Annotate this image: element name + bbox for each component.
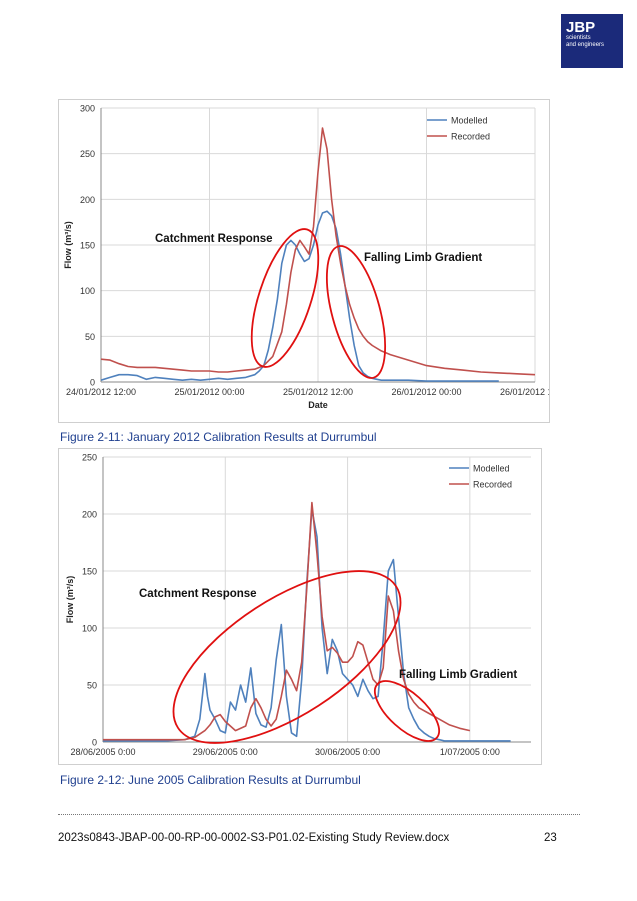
x-tick-label: 1/07/2005 0:00 bbox=[440, 747, 500, 757]
y-axis-title: Flow (m³/s) bbox=[65, 576, 75, 624]
y-tick-label: 150 bbox=[82, 567, 97, 577]
y-axis-title: Flow (m³/s) bbox=[63, 221, 73, 269]
y-tick-label: 200 bbox=[80, 195, 95, 205]
series-line-recorded bbox=[103, 501, 471, 741]
x-tick-label: 30/06/2005 0:00 bbox=[315, 747, 380, 757]
annotation-label-falling-limb: Falling Limb Gradient bbox=[399, 669, 517, 681]
chart-june-2005-svg: 0 50 100 150 200 250 28/06/2005 0:00 29/06/2005… bbox=[65, 453, 531, 757]
legend-label-recorded: Recorded bbox=[473, 480, 512, 490]
annotation-ellipse-catchment bbox=[172, 570, 402, 744]
y-tick-label: 250 bbox=[82, 453, 97, 463]
figure-caption-2-11: Figure 2-11: January 2012 Calibration Re… bbox=[60, 430, 377, 444]
annotation-label-catchment: Catchment Response bbox=[139, 588, 257, 600]
y-tick-label: 200 bbox=[82, 510, 97, 520]
chart-january-2012-svg: 0 50 100 150 200 250 300 24/01/2012 12:00 25/01/… bbox=[63, 104, 570, 411]
x-tick-label: 26/01/2012 00:00 bbox=[391, 387, 461, 397]
annotation-label-catchment: Catchment Response bbox=[155, 233, 273, 245]
logo-tagline-1: scientists bbox=[566, 35, 591, 41]
chart-june-2005: 0 50 100 150 200 250 28/06/2005 0:00 29/06/2005… bbox=[58, 448, 542, 765]
footer-divider bbox=[58, 814, 580, 815]
annotation-ellipse-catchment bbox=[250, 228, 320, 368]
figure-caption-2-12: Figure 2-12: June 2005 Calibration Resul… bbox=[60, 773, 361, 787]
x-tick-label: 25/01/2012 12:00 bbox=[283, 387, 353, 397]
legend-label-recorded: Recorded bbox=[451, 132, 490, 142]
x-tick-label: 29/06/2005 0:00 bbox=[193, 747, 258, 757]
series-line-recorded bbox=[100, 127, 536, 376]
series-line-modelled bbox=[100, 210, 499, 382]
x-tick-label: 26/01/2012 12:00 bbox=[500, 387, 549, 397]
y-tick-label: 0 bbox=[92, 738, 97, 748]
y-tick-label: 0 bbox=[90, 378, 95, 388]
y-tick-label: 50 bbox=[85, 332, 95, 342]
legend-label-modelled: Modelled bbox=[451, 116, 488, 126]
legend-label-modelled: Modelled bbox=[473, 464, 510, 474]
y-tick-label: 300 bbox=[80, 104, 95, 114]
annotation-ellipse-falling-limb bbox=[325, 245, 387, 379]
footer-page-number: 23 bbox=[544, 832, 557, 844]
y-tick-label: 50 bbox=[87, 681, 97, 691]
x-tick-label: 24/01/2012 12:00 bbox=[66, 387, 136, 397]
logo-tagline-2: and engineers bbox=[566, 42, 605, 48]
x-tick-label: 25/01/2012 00:00 bbox=[174, 387, 244, 397]
chart-january-2012: 0 50 100 150 200 250 300 24/01/2012 12:00 25/01/… bbox=[58, 99, 570, 423]
x-axis-title: Date bbox=[308, 400, 328, 410]
annotation-label-falling-limb: Falling Limb Gradient bbox=[364, 252, 482, 264]
y-tick-label: 100 bbox=[80, 286, 95, 296]
y-tick-label: 150 bbox=[80, 241, 95, 251]
footer-document-name: 2023s0843-JBAP-00-00-RP-00-0002-S3-P01.0… bbox=[58, 832, 450, 844]
jbp-logo: JBP scientists and engineers bbox=[561, 14, 623, 68]
x-tick-label: 28/06/2005 0:00 bbox=[70, 747, 135, 757]
y-tick-label: 100 bbox=[82, 624, 97, 634]
y-tick-label: 250 bbox=[80, 149, 95, 159]
annotation-ellipse-falling-limb bbox=[374, 680, 440, 742]
logo-brand: JBP bbox=[566, 19, 596, 36]
series-line-modelled bbox=[103, 508, 511, 742]
